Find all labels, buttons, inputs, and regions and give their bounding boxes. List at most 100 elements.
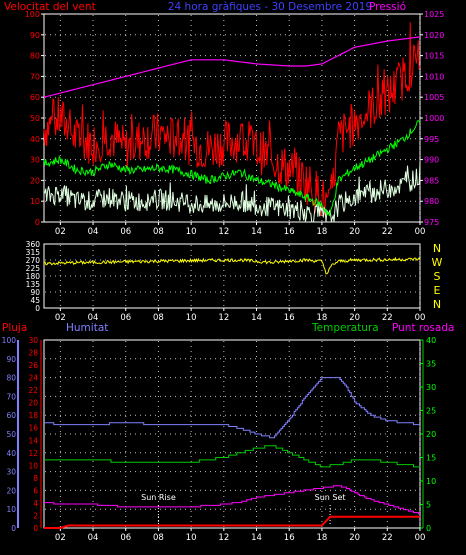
x-tick-label: 08 [153,313,164,323]
rain-tick-label: 24 [28,374,38,383]
y-right-tick-label: 975 [424,218,439,227]
sunset-label: Sun Set [315,493,346,502]
pressure-label: Pressió [369,1,406,13]
x-tick-label: 18 [316,313,327,323]
x-tick-label: 18 [316,227,327,237]
humidity-tick-label: 40 [6,449,16,458]
rain-tick-label: 14 [28,436,38,445]
rain-tick-label: 20 [28,399,38,408]
y-left-tick-label: 45 [30,296,40,305]
x-tick-label: 02 [55,533,66,543]
y-left-tick-label: 0 [35,218,40,227]
compass-label: N [433,298,441,311]
x-tick-label: 12 [218,533,229,543]
rain-tick-label: 0 [33,524,38,533]
x-tick-label: 10 [186,533,197,543]
y-left-tick-label: 270 [26,256,41,265]
y-left-tick-label: 10 [30,197,40,206]
x-tick-label: 14 [251,227,262,237]
plot-frame [43,243,421,309]
humidity-tick-label: 20 [6,486,16,495]
x-tick-label: 14 [251,313,262,323]
temperature-tick-label: 15 [426,454,436,463]
x-tick-label: 14 [251,533,262,543]
wind-average-series [43,120,421,217]
x-tick-label: 00 [415,313,426,323]
y-right-tick-label: 980 [424,197,439,206]
temperature-label: Temperatura [311,322,379,334]
wind-direction-series [43,256,421,275]
y-left-tick-label: 0 [35,304,40,313]
rain-tick-label: 28 [28,349,38,358]
x-tick-label: 22 [382,533,393,543]
y-left-tick-label: 20 [30,176,40,185]
temperature-series [44,445,420,468]
y-left-tick-label: 50 [30,114,40,123]
pressure-series [43,36,421,98]
compass-label: N [433,242,441,255]
y-left-tick-label: 30 [30,156,40,165]
x-tick-label: 06 [120,533,131,543]
temperature-tick-label: 20 [426,430,436,439]
rain-tick-label: 30 [28,336,38,345]
compass-label: S [434,270,441,283]
x-tick-label: 02 [55,227,66,237]
rain-tick-label: 26 [28,361,38,370]
x-tick-label: 04 [88,227,99,237]
rain-tick-label: 4 [33,499,38,508]
wind-gust-series [43,22,421,217]
y-left-tick-label: 225 [26,264,41,273]
y-right-tick-label: 1025 [424,10,444,19]
y-left-tick-label: 90 [30,288,40,297]
compass-label: E [434,284,441,297]
x-tick-label: 06 [120,227,131,237]
humidity-tick-label: 60 [6,411,16,420]
wind-pressure-panel: 02 04 06 08 10 12 14 16 18 20 22 000102030405060708… [25,10,445,237]
temperature-tick-label: 10 [426,477,436,486]
x-tick-label: 12 [218,313,229,323]
y-left-tick-label: 100 [25,10,40,19]
temperature-tick-label: 5 [426,501,431,510]
wind-low-series [43,162,421,223]
y-right-tick-label: 1015 [424,52,444,61]
x-tick-label: 12 [218,227,229,237]
rain-tick-label: 6 [33,486,38,495]
temperature-tick-label: 25 [426,407,436,416]
x-tick-label: 16 [284,313,295,323]
rain-tick-label: 16 [28,424,38,433]
x-tick-label: 20 [349,227,360,237]
y-right-tick-label: 1010 [424,72,444,81]
humidity-tick-label: 0 [11,524,16,533]
x-tick-label: 22 [382,227,393,237]
rain-series [44,515,420,529]
y-left-tick-label: 60 [30,93,40,102]
chart-title: 24 hora gràfiques - 30 Desembre 2019 [168,1,372,13]
y-right-tick-label: 995 [424,135,439,144]
dewpoint-series [44,485,420,515]
humidity-tick-label: 30 [6,468,16,477]
humidity-label: Humitat [66,322,108,334]
x-tick-label: 04 [88,313,99,323]
x-tick-label: 16 [284,227,295,237]
humidity-tick-label: 90 [6,355,16,364]
humidity-tick-label: 50 [6,430,16,439]
plot-frame [43,339,421,529]
x-tick-label: 02 [55,313,66,323]
y-left-tick-label: 360 [26,240,41,249]
x-tick-label: 00 [415,227,426,237]
y-left-tick-label: 135 [26,280,41,289]
x-tick-label: 22 [382,313,393,323]
rain-tick-label: 10 [28,461,38,470]
temperature-tick-label: 0 [426,524,431,533]
y-left-tick-label: 90 [30,31,40,40]
x-tick-label: 20 [349,533,360,543]
x-tick-label: 10 [186,227,197,237]
wind-speed-label: Velocitat del vent [4,1,96,13]
x-tick-label: 06 [120,313,131,323]
x-tick-label: 04 [88,533,99,543]
rain-tick-label: 8 [33,474,38,483]
x-tick-label: 18 [316,533,327,543]
sunrise-label: Sun Rise [141,493,176,502]
x-tick-label: 20 [349,313,360,323]
